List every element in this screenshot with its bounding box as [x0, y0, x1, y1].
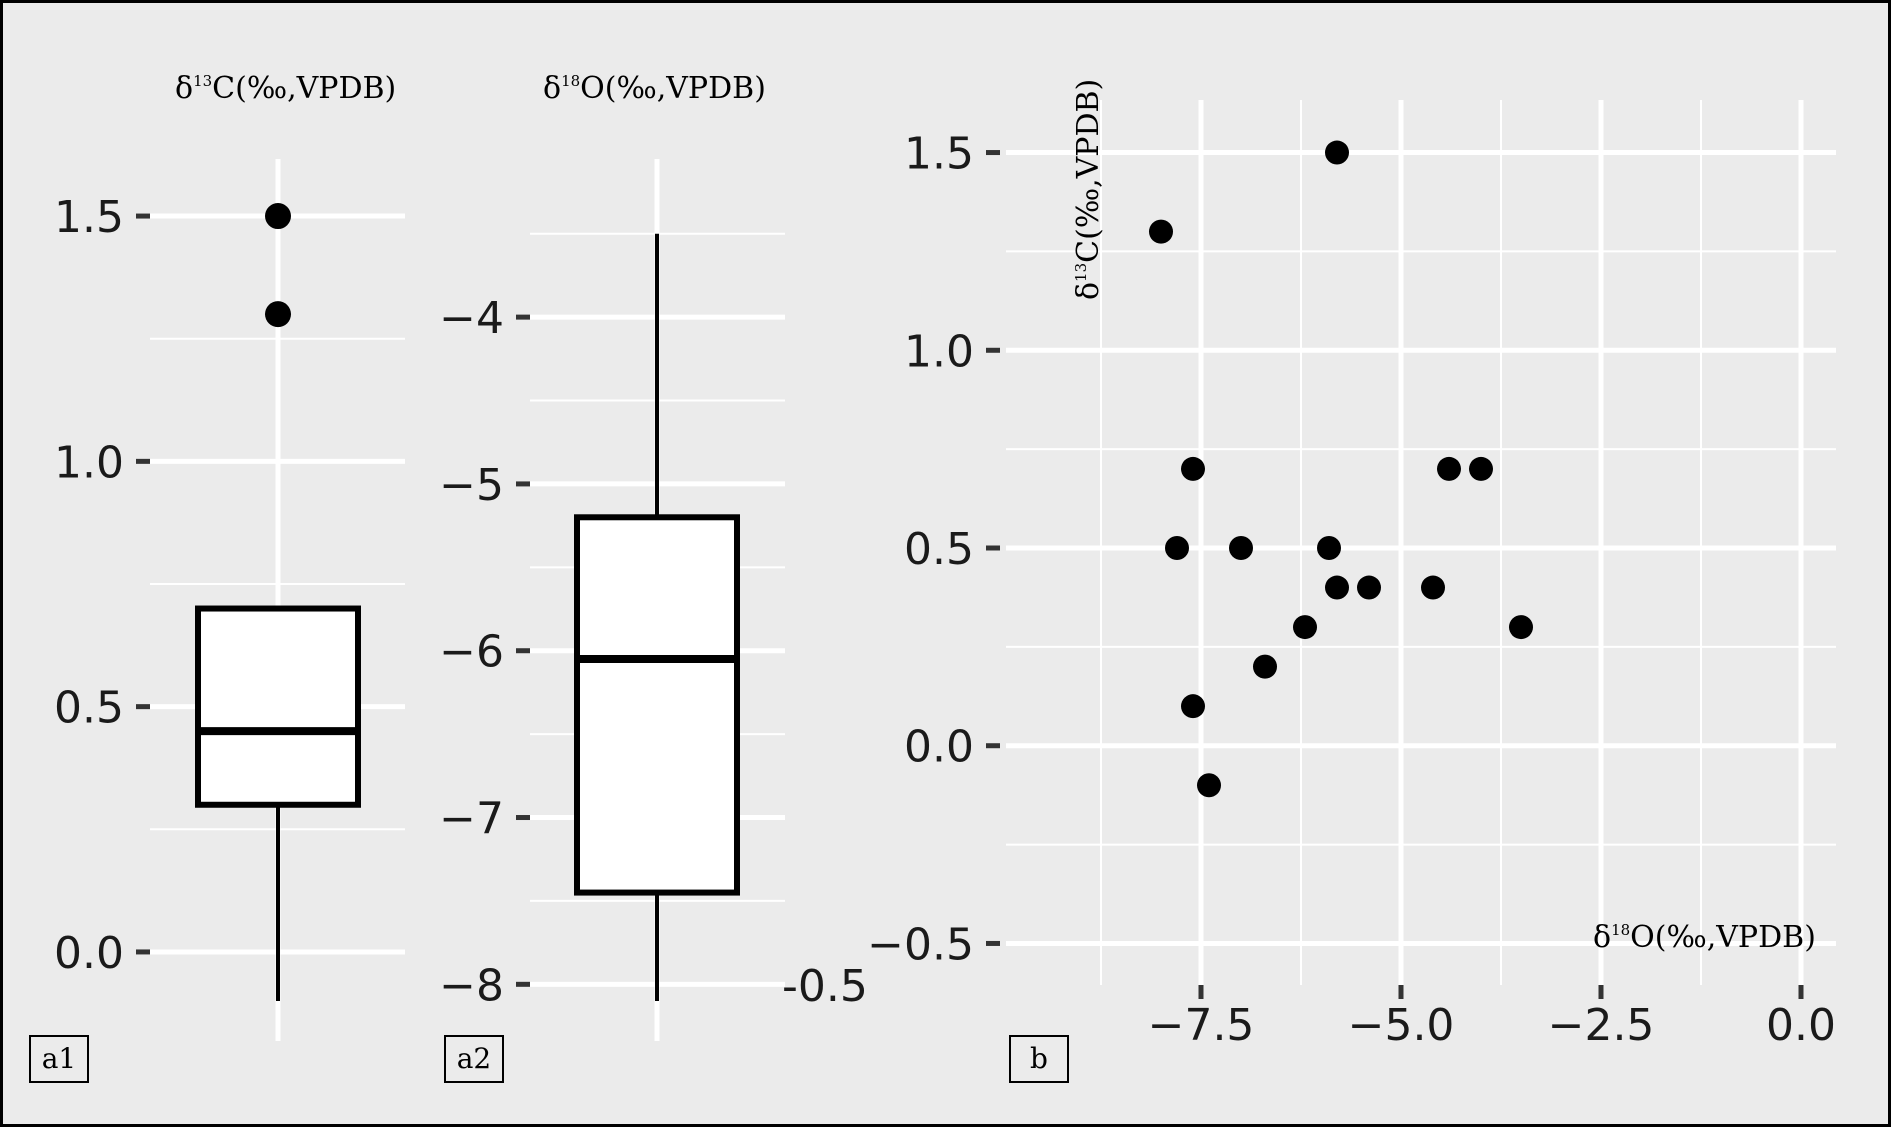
- b-scatter-point: [1317, 536, 1341, 560]
- b-x-tick-label: 0.0: [1766, 1000, 1836, 1051]
- a1-y-tick-label: 0.0: [54, 928, 124, 979]
- b-scatter-point: [1293, 615, 1317, 640]
- b-y-tick-label: 1.5: [904, 129, 974, 180]
- b-y-tick-label: 0.0: [904, 722, 974, 773]
- b-x-tick-label: −7.5: [1148, 1000, 1255, 1051]
- b-x-tick-label: −5.0: [1348, 1000, 1455, 1051]
- b-y-axis: −0.5 0.0 0.5 1.0 1.5: [867, 129, 1000, 970]
- b-y-tick-label: 0.5: [904, 524, 974, 575]
- a1-y-axis: 0.0 0.5 1.0 1.5: [54, 192, 150, 979]
- b-scatter-point: [1149, 219, 1173, 244]
- a2-y-tick-label: −6: [439, 627, 504, 678]
- b-points: [1149, 140, 1533, 798]
- b-x-axis: −7.5 −5.0 −2.5 0.0: [1148, 985, 1836, 1051]
- boxplot-panel-a1: δ13C(‰,VPDB) 0.0 0.5 1.0 1.5 a1: [29, 71, 405, 1083]
- b-y-axis-label: δ13C(‰,VPDB): [1071, 79, 1106, 300]
- b-panel-label-frame: [1009, 1035, 1069, 1083]
- boxplot-panel-a2: δ18O(‰,VPDB) −8 −7 −6 −5 −4 -0.5 a2: [439, 71, 868, 1083]
- a2-y-tick-label: −7: [439, 794, 504, 845]
- b-x-axis-label: δ18O(‰,VPDB): [1593, 920, 1816, 955]
- b-scatter-point: [1325, 140, 1349, 165]
- b-grid: [1006, 100, 1836, 985]
- a2-iqr-box: [574, 514, 740, 896]
- b-scatter-point: [1421, 575, 1445, 600]
- b-scatter-point: [1197, 773, 1221, 798]
- b-scatter-point: [1181, 694, 1205, 719]
- a1-y-tick-label: 1.0: [54, 437, 124, 488]
- a2-box: [574, 233, 740, 1001]
- b-scatter-point: [1229, 536, 1253, 560]
- a2-stray-label: -0.5: [782, 961, 868, 1012]
- b-scatter-point: [1325, 575, 1349, 600]
- scatter-panel-b: −0.5 0.0 0.5 1.0 1.5 −7.5 −5.0 −2.5 0.0 δ13C(‰,…: [867, 79, 1836, 1083]
- a1-y-tick-label: 1.5: [54, 192, 124, 243]
- a1-box: [195, 203, 361, 1001]
- a2-y-tick-label: −4: [439, 293, 504, 344]
- a1-y-tick-label: 0.5: [54, 683, 124, 734]
- a1-panel-label-text: a1: [42, 1042, 77, 1075]
- a1-outlier-point: [265, 203, 291, 230]
- b-scatter-point: [1509, 615, 1533, 640]
- b-panel-label-text: b: [1030, 1042, 1048, 1075]
- a2-y-tick-label: −5: [439, 460, 504, 511]
- b-scatter-point: [1469, 456, 1493, 481]
- a1-panel-label-frame: [29, 1035, 89, 1083]
- a2-panel-label-frame: [444, 1035, 504, 1083]
- a2-title: δ18O(‰,VPDB): [543, 71, 766, 106]
- b-y-tick-label: −0.5: [867, 919, 974, 970]
- b-panel-label: b: [1009, 1035, 1069, 1083]
- b-scatter-point: [1253, 654, 1277, 679]
- a2-y-axis: −8 −7 −6 −5 −4: [439, 293, 530, 1011]
- a1-title: δ13C(‰,VPDB): [175, 71, 396, 106]
- b-scatter-point: [1181, 456, 1205, 481]
- b-scatter-point: [1357, 575, 1381, 600]
- a1-iqr-box: [195, 605, 361, 808]
- b-scatter-point: [1437, 456, 1461, 481]
- b-y-tick-label: 1.0: [904, 326, 974, 377]
- a2-panel-label-text: a2: [457, 1042, 492, 1075]
- a2-panel-label: a2: [444, 1035, 504, 1083]
- b-x-tick-label: −2.5: [1548, 1000, 1655, 1051]
- b-scatter-point: [1165, 536, 1189, 560]
- a2-y-tick-label: −8: [439, 960, 504, 1011]
- a1-panel-label: a1: [29, 1035, 89, 1083]
- a1-outlier-point: [265, 301, 291, 328]
